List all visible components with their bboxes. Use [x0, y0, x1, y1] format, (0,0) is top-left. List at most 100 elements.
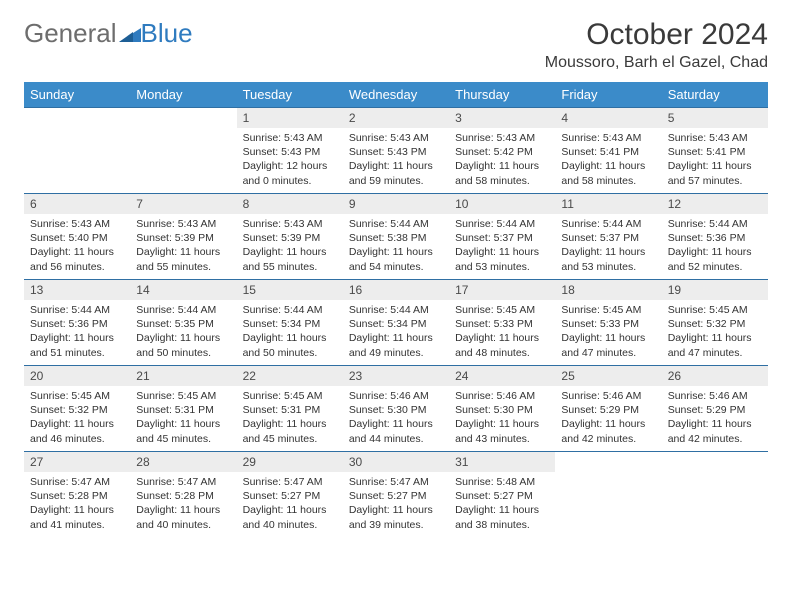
- day-details: Sunrise: 5:43 AMSunset: 5:41 PMDaylight:…: [555, 128, 661, 192]
- day-number: 23: [343, 366, 449, 386]
- calendar-day-cell: 18Sunrise: 5:45 AMSunset: 5:33 PMDayligh…: [555, 280, 661, 366]
- sunset-line: Sunset: 5:43 PM: [349, 145, 443, 159]
- sunrise-line: Sunrise: 5:46 AM: [349, 389, 443, 403]
- calendar-day-cell: 6Sunrise: 5:43 AMSunset: 5:40 PMDaylight…: [24, 194, 130, 280]
- weekday-header: Tuesday: [237, 82, 343, 108]
- calendar-day-cell: 21Sunrise: 5:45 AMSunset: 5:31 PMDayligh…: [130, 366, 236, 452]
- sunset-line: Sunset: 5:34 PM: [243, 317, 337, 331]
- day-number: 16: [343, 280, 449, 300]
- day-details: Sunrise: 5:44 AMSunset: 5:36 PMDaylight:…: [24, 300, 130, 364]
- calendar-week-row: 20Sunrise: 5:45 AMSunset: 5:32 PMDayligh…: [24, 366, 768, 452]
- day-details: Sunrise: 5:43 AMSunset: 5:43 PMDaylight:…: [237, 128, 343, 192]
- daylight-line: Daylight: 11 hours and 46 minutes.: [30, 417, 124, 445]
- sunset-line: Sunset: 5:35 PM: [136, 317, 230, 331]
- day-number: 4: [555, 108, 661, 128]
- sunset-line: Sunset: 5:37 PM: [561, 231, 655, 245]
- weekday-header: Wednesday: [343, 82, 449, 108]
- month-title: October 2024: [545, 18, 768, 52]
- sunset-line: Sunset: 5:40 PM: [30, 231, 124, 245]
- day-details: Sunrise: 5:45 AMSunset: 5:31 PMDaylight:…: [130, 386, 236, 450]
- sunset-line: Sunset: 5:38 PM: [349, 231, 443, 245]
- sunrise-line: Sunrise: 5:44 AM: [455, 217, 549, 231]
- calendar-day-cell: [24, 108, 130, 194]
- calendar-day-cell: 15Sunrise: 5:44 AMSunset: 5:34 PMDayligh…: [237, 280, 343, 366]
- sunset-line: Sunset: 5:27 PM: [243, 489, 337, 503]
- day-details: Sunrise: 5:47 AMSunset: 5:27 PMDaylight:…: [343, 472, 449, 536]
- daylight-line: Daylight: 11 hours and 38 minutes.: [455, 503, 549, 531]
- calendar-day-cell: 10Sunrise: 5:44 AMSunset: 5:37 PMDayligh…: [449, 194, 555, 280]
- sunset-line: Sunset: 5:36 PM: [668, 231, 762, 245]
- day-details: Sunrise: 5:45 AMSunset: 5:33 PMDaylight:…: [555, 300, 661, 364]
- sunset-line: Sunset: 5:43 PM: [243, 145, 337, 159]
- day-details: Sunrise: 5:45 AMSunset: 5:32 PMDaylight:…: [24, 386, 130, 450]
- sunset-line: Sunset: 5:31 PM: [136, 403, 230, 417]
- sunrise-line: Sunrise: 5:47 AM: [30, 475, 124, 489]
- day-number: 2: [343, 108, 449, 128]
- day-details: Sunrise: 5:45 AMSunset: 5:31 PMDaylight:…: [237, 386, 343, 450]
- day-number: 26: [662, 366, 768, 386]
- sunset-line: Sunset: 5:31 PM: [243, 403, 337, 417]
- daylight-line: Daylight: 11 hours and 41 minutes.: [30, 503, 124, 531]
- daylight-line: Daylight: 11 hours and 58 minutes.: [561, 159, 655, 187]
- calendar-day-cell: 1Sunrise: 5:43 AMSunset: 5:43 PMDaylight…: [237, 108, 343, 194]
- day-details: Sunrise: 5:44 AMSunset: 5:34 PMDaylight:…: [237, 300, 343, 364]
- day-details: Sunrise: 5:46 AMSunset: 5:30 PMDaylight:…: [449, 386, 555, 450]
- day-number: 31: [449, 452, 555, 472]
- daylight-line: Daylight: 11 hours and 48 minutes.: [455, 331, 549, 359]
- sunset-line: Sunset: 5:41 PM: [668, 145, 762, 159]
- day-number: 25: [555, 366, 661, 386]
- daylight-line: Daylight: 11 hours and 58 minutes.: [455, 159, 549, 187]
- daylight-line: Daylight: 11 hours and 45 minutes.: [243, 417, 337, 445]
- sunset-line: Sunset: 5:29 PM: [561, 403, 655, 417]
- calendar-day-cell: 25 Sunrise: 5:46 AMSunset: 5:29 PMDayligh…: [555, 366, 661, 452]
- sunset-line: Sunset: 5:34 PM: [349, 317, 443, 331]
- day-details: Sunrise: 5:44 AMSunset: 5:37 PMDaylight:…: [555, 214, 661, 278]
- day-number: 19: [662, 280, 768, 300]
- sunrise-line: Sunrise: 5:45 AM: [455, 303, 549, 317]
- sunset-line: Sunset: 5:33 PM: [455, 317, 549, 331]
- sunset-line: Sunset: 5:32 PM: [30, 403, 124, 417]
- calendar-day-cell: 24Sunrise: 5:46 AMSunset: 5:30 PMDayligh…: [449, 366, 555, 452]
- daylight-line: Daylight: 11 hours and 50 minutes.: [243, 331, 337, 359]
- calendar-week-row: 27Sunrise: 5:47 AMSunset: 5:28 PMDayligh…: [24, 452, 768, 538]
- sunrise-line: Sunrise: 5:46 AM: [668, 389, 762, 403]
- location: Moussoro, Barh el Gazel, Chad: [545, 54, 768, 72]
- day-details: Sunrise: 5:43 AMSunset: 5:42 PMDaylight:…: [449, 128, 555, 192]
- day-number: 3: [449, 108, 555, 128]
- sunrise-line: Sunrise: 5:43 AM: [243, 131, 337, 145]
- sunset-line: Sunset: 5:32 PM: [668, 317, 762, 331]
- sunrise-line: Sunrise: 5:46 AM: [561, 389, 655, 403]
- daylight-line: Daylight: 11 hours and 47 minutes.: [668, 331, 762, 359]
- daylight-line: Daylight: 11 hours and 42 minutes.: [561, 417, 655, 445]
- daylight-line: Daylight: 12 hours and 0 minutes.: [243, 159, 337, 187]
- brand-logo: General Blue: [24, 18, 193, 49]
- sunset-line: Sunset: 5:41 PM: [561, 145, 655, 159]
- sunset-line: Sunset: 5:28 PM: [30, 489, 124, 503]
- sunrise-line: Sunrise: 5:47 AM: [136, 475, 230, 489]
- calendar-day-cell: [555, 452, 661, 538]
- brand-part2: Blue: [141, 18, 193, 49]
- sunset-line: Sunset: 5:28 PM: [136, 489, 230, 503]
- day-details: Sunrise: 5:47 AMSunset: 5:28 PMDaylight:…: [130, 472, 236, 536]
- day-details: Sunrise: 5:44 AMSunset: 5:36 PMDaylight:…: [662, 214, 768, 278]
- calendar-week-row: 1Sunrise: 5:43 AMSunset: 5:43 PMDaylight…: [24, 108, 768, 194]
- daylight-line: Daylight: 11 hours and 53 minutes.: [561, 245, 655, 273]
- daylight-line: Daylight: 11 hours and 55 minutes.: [243, 245, 337, 273]
- day-details: Sunrise: 5:44 AMSunset: 5:37 PMDaylight:…: [449, 214, 555, 278]
- day-number: 17: [449, 280, 555, 300]
- sunrise-line: Sunrise: 5:44 AM: [561, 217, 655, 231]
- daylight-line: Daylight: 11 hours and 39 minutes.: [349, 503, 443, 531]
- daylight-line: Daylight: 11 hours and 51 minutes.: [30, 331, 124, 359]
- calendar-day-cell: 14Sunrise: 5:44 AMSunset: 5:35 PMDayligh…: [130, 280, 236, 366]
- sunrise-line: Sunrise: 5:44 AM: [243, 303, 337, 317]
- day-number: 21: [130, 366, 236, 386]
- daylight-line: Daylight: 11 hours and 56 minutes.: [30, 245, 124, 273]
- day-details: Sunrise: 5:43 AMSunset: 5:39 PMDaylight:…: [237, 214, 343, 278]
- daylight-line: Daylight: 11 hours and 40 minutes.: [136, 503, 230, 531]
- calendar-week-row: 6Sunrise: 5:43 AMSunset: 5:40 PMDaylight…: [24, 194, 768, 280]
- brand-part1: General: [24, 18, 117, 49]
- sunrise-line: Sunrise: 5:44 AM: [349, 303, 443, 317]
- day-details: Sunrise: 5:43 AMSunset: 5:43 PMDaylight:…: [343, 128, 449, 192]
- day-number: 12: [662, 194, 768, 214]
- sunrise-line: Sunrise: 5:43 AM: [349, 131, 443, 145]
